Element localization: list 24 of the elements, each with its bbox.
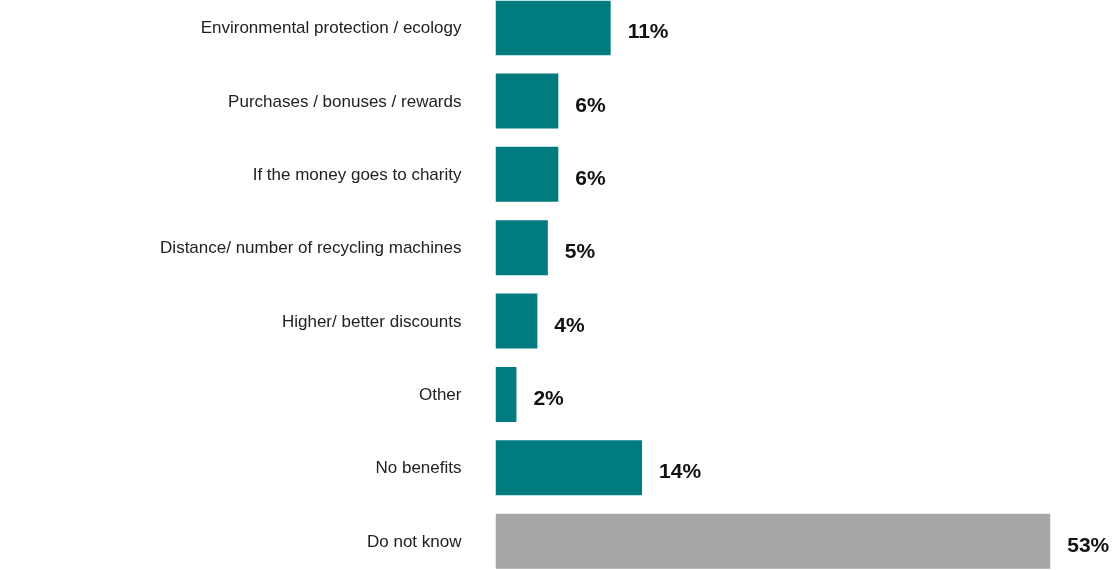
bar — [495, 146, 559, 202]
data-label: 5% — [564, 239, 596, 263]
data-label: 53% — [1067, 532, 1110, 556]
data-label: 11% — [627, 19, 669, 43]
bar — [495, 513, 1051, 569]
y-tick-label: No benefits — [375, 458, 462, 478]
data-label: 6% — [575, 92, 606, 116]
y-tick-label: Distance/ number of recycling machines — [160, 238, 462, 258]
bar — [495, 366, 517, 422]
data-label: 2% — [533, 385, 565, 409]
y-tick-label: Do not know — [367, 531, 463, 551]
bar — [495, 220, 548, 276]
data-label: 6% — [575, 165, 606, 189]
y-tick-label: Other — [418, 384, 462, 404]
data-label: 4% — [554, 312, 586, 336]
y-tick-label: Higher/ better discounts — [281, 311, 462, 331]
y-tick-label: Environmental protection / ecology — [200, 18, 462, 38]
bar — [495, 73, 559, 129]
bar — [495, 293, 538, 349]
y-tick-label: If the money goes to charity — [252, 164, 462, 184]
bar — [495, 440, 643, 496]
bar — [495, 0, 611, 56]
y-tick-label: Purchases / bonuses / rewards — [228, 91, 462, 111]
data-label: 14% — [659, 459, 702, 483]
